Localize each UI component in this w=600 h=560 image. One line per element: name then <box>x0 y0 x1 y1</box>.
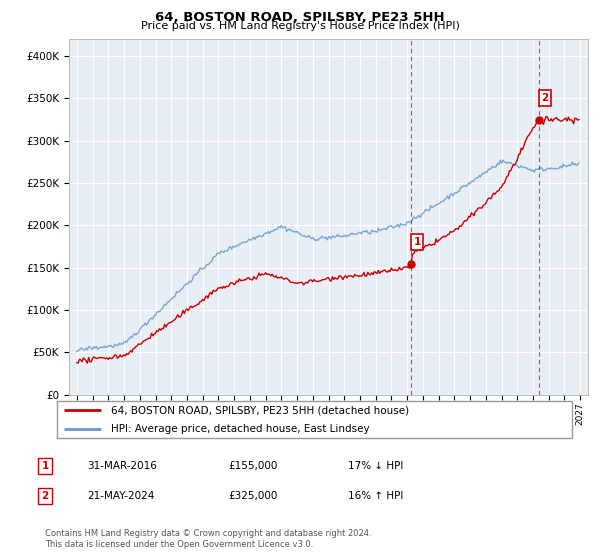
Text: 1: 1 <box>413 237 421 247</box>
Text: £155,000: £155,000 <box>228 461 277 471</box>
Text: 21-MAY-2024: 21-MAY-2024 <box>87 491 154 501</box>
Text: 1: 1 <box>41 461 49 471</box>
Text: 64, BOSTON ROAD, SPILSBY, PE23 5HH: 64, BOSTON ROAD, SPILSBY, PE23 5HH <box>155 11 445 24</box>
Text: 17% ↓ HPI: 17% ↓ HPI <box>348 461 403 471</box>
Text: 64, BOSTON ROAD, SPILSBY, PE23 5HH (detached house): 64, BOSTON ROAD, SPILSBY, PE23 5HH (deta… <box>112 405 410 415</box>
FancyBboxPatch shape <box>56 401 572 438</box>
Text: Contains HM Land Registry data © Crown copyright and database right 2024.
This d: Contains HM Land Registry data © Crown c… <box>45 529 371 549</box>
Text: 2: 2 <box>41 491 49 501</box>
Bar <box>539 39 588 395</box>
Text: £325,000: £325,000 <box>228 491 277 501</box>
Text: HPI: Average price, detached house, East Lindsey: HPI: Average price, detached house, East… <box>112 424 370 433</box>
Text: 16% ↑ HPI: 16% ↑ HPI <box>348 491 403 501</box>
Text: Price paid vs. HM Land Registry's House Price Index (HPI): Price paid vs. HM Land Registry's House … <box>140 21 460 31</box>
Text: 2: 2 <box>541 93 548 103</box>
Text: 31-MAR-2016: 31-MAR-2016 <box>87 461 157 471</box>
